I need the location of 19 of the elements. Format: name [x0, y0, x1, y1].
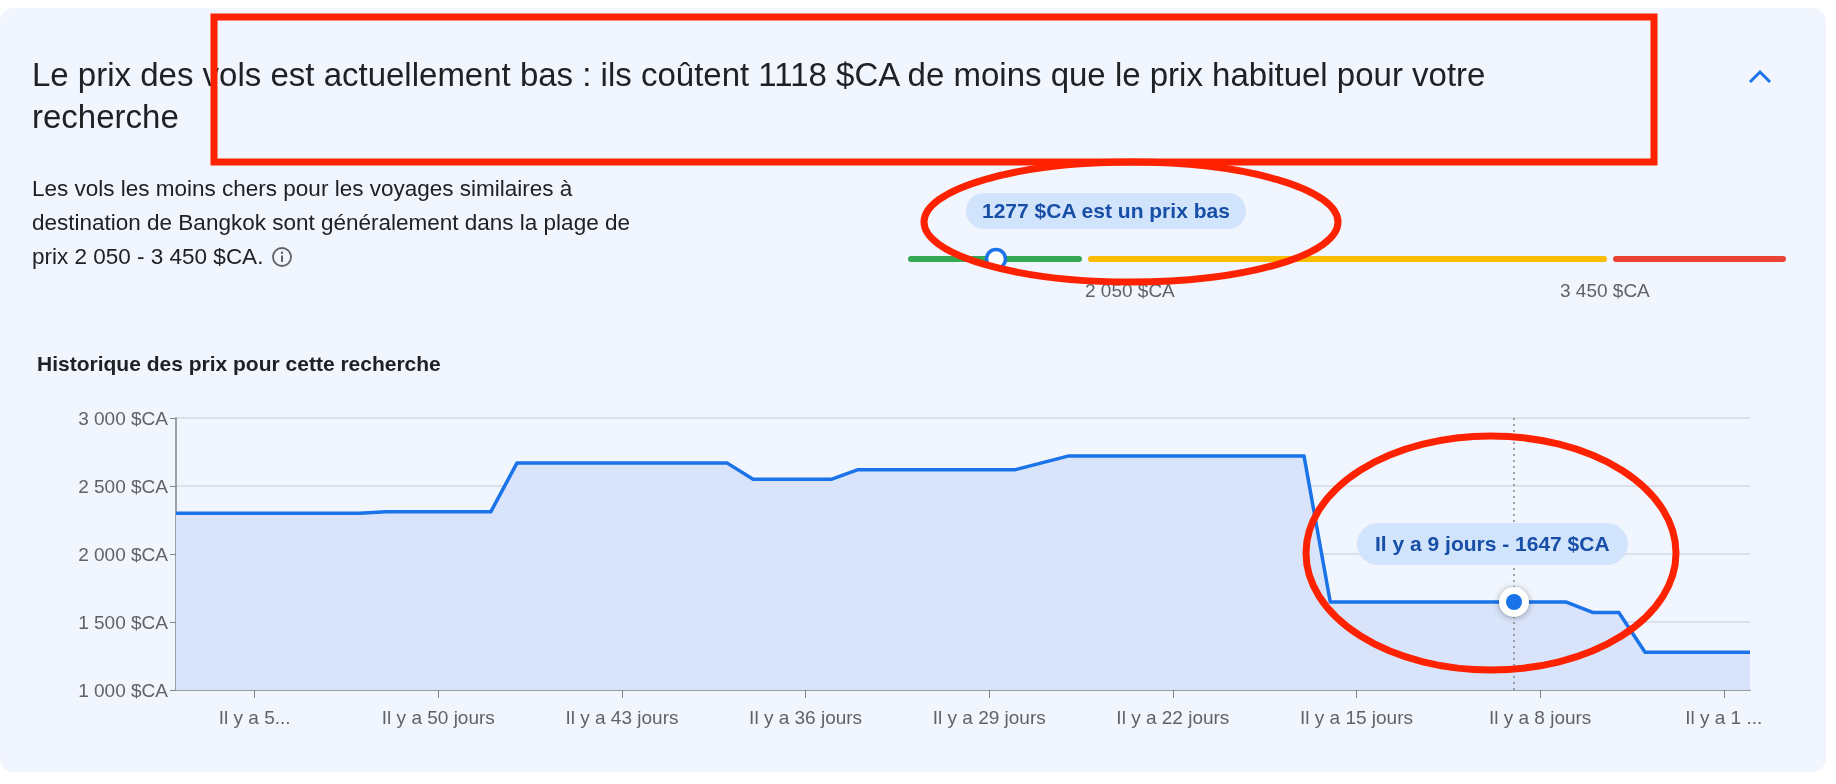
x-tick-label: Il y a 15 jours	[1300, 707, 1413, 728]
x-tick-label: Il y a 22 jours	[1116, 707, 1230, 728]
chart-title: Historique des prix pour cette recherche	[37, 352, 441, 375]
y-tick-label: 3 000 $CA	[78, 407, 169, 429]
y-tick-label: 1 500 $CA	[78, 611, 169, 633]
x-tick-label: Il y a 8 jours	[1488, 707, 1592, 728]
text: 3 450 $CA	[1560, 280, 1650, 302]
text: Les vols les moins chers pour les voyages similaires à destination de Bangkok sont généralement dans la plage de prix 2 050 - 3 450 $CA.	[32, 175, 631, 271]
x-tick-label: Il y a 29 jours	[932, 707, 1046, 728]
annotation: Il y a 9 jours - 1647 $CA	[1357, 523, 1628, 565]
x-tick-label: Il y a 5...	[218, 707, 291, 728]
x-tick-label: Il y a 1 ...	[1685, 707, 1763, 728]
y-tick-label: 2 500 $CA	[78, 475, 169, 497]
y-tick-label: 1 000 $CA	[78, 679, 169, 701]
text: 1277 $CA est un prix bas	[966, 193, 1246, 229]
x-tick-label: Il y a 50 jours	[381, 707, 495, 728]
x-tick-label: Il y a 36 jours	[749, 707, 863, 728]
x-tick-label: Il y a 43 jours	[565, 707, 679, 728]
y-tick-label: 2 000 $CA	[78, 543, 169, 565]
